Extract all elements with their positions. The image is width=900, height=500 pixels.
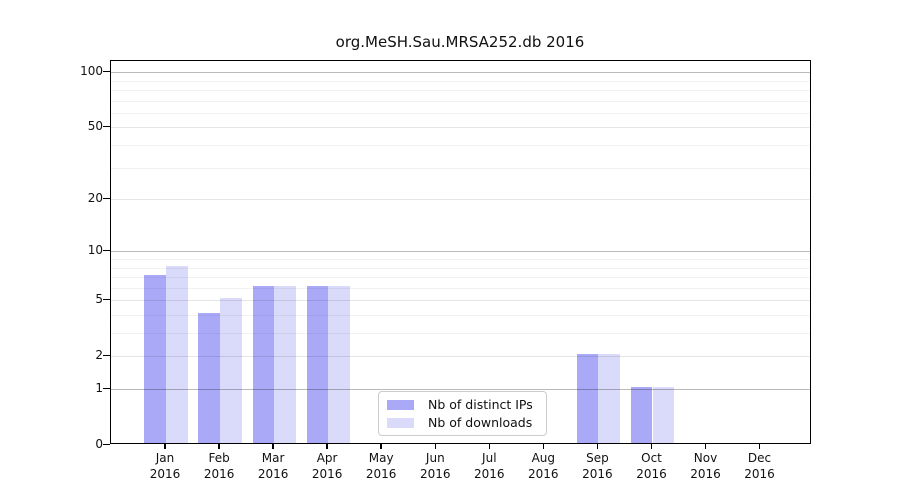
y-tick-label-1: 1 (95, 381, 103, 395)
x-tick-mark-jul (488, 444, 490, 449)
x-tick-label-month-aug: Aug (531, 451, 556, 465)
legend: Nb of distinct IPs Nb of downloads (378, 391, 547, 436)
x-tick-label-month-oct: Oct (641, 451, 662, 465)
x-tick-label-year-jun: 2016 (420, 467, 451, 481)
bar-distinct-ips-jan (144, 275, 166, 443)
y-tick-mark-10 (103, 249, 110, 252)
x-tick-label-year-feb: 2016 (203, 467, 235, 481)
y-tick-label-10: 10 (87, 243, 103, 258)
x-tick-label-year-dec: 2016 (744, 467, 775, 481)
x-tick-mark-jan (164, 444, 166, 449)
x-tick-mark-aug (542, 444, 545, 449)
x-tick-label-month-apr: Apr (316, 451, 338, 465)
legend-item-downloads: Nb of downloads (387, 414, 538, 430)
x-tick-label-year-sep: 2016 (582, 467, 613, 481)
x-tick-label-year-may: 2016 (365, 467, 397, 481)
bar-downloads-sep (598, 354, 620, 443)
chart-title: org.MeSH.Sau.MRSA252.db 2016 (335, 33, 585, 51)
x-tick-label-month-jul: Jul (482, 451, 497, 465)
y-tick-mark-5 (103, 298, 110, 301)
x-tick-label-month-jan: Jan (155, 451, 175, 465)
legend-label-distinct-ips: Nb of distinct IPs (428, 396, 533, 412)
x-tick-mark-sep (596, 444, 599, 449)
y-tick-mark-20 (103, 197, 110, 200)
bar-downloads-apr (328, 285, 350, 443)
plot-area: Nb of distinct IPs Nb of downloads (110, 60, 811, 444)
bar-distinct-ips-mar (252, 285, 275, 443)
legend-swatch-downloads (387, 417, 414, 428)
y-tick-mark-0 (103, 443, 110, 445)
x-tick-label-year-aug: 2016 (528, 467, 559, 481)
bar-distinct-ips-apr (306, 285, 329, 443)
bars-layer (111, 61, 810, 443)
x-tick-label-month-dec: Dec (747, 451, 772, 465)
y-tick-label-100: 100 (80, 64, 103, 79)
bar-downloads-oct (652, 387, 675, 443)
x-tick-mark-feb (218, 444, 220, 449)
x-tick-mark-oct (650, 444, 653, 449)
legend-swatch-distinct-ips (387, 399, 414, 410)
x-tick-mark-dec (758, 444, 761, 449)
x-tick-label-year-apr: 2016 (311, 467, 343, 481)
x-tick-label-year-mar: 2016 (257, 467, 289, 481)
x-tick-label-month-nov: Nov (693, 451, 718, 465)
x-tick-label-month-mar: Mar (261, 451, 285, 465)
x-tick-label-year-jan: 2016 (149, 467, 181, 481)
legend-label-downloads: Nb of downloads (428, 414, 533, 430)
x-tick-label-month-sep: Sep (586, 451, 609, 465)
y-tick-label-2: 2 (95, 348, 103, 363)
bar-distinct-ips-oct (630, 387, 653, 443)
x-tick-label-year-jul: 2016 (474, 467, 505, 481)
x-tick-label-month-may: May (368, 451, 394, 465)
x-tick-label-year-nov: 2016 (690, 467, 721, 481)
x-tick-mark-mar (272, 444, 274, 449)
x-tick-mark-may (380, 444, 382, 449)
y-tick-mark-100 (103, 70, 110, 73)
y-tick-mark-2 (103, 354, 110, 357)
bar-distinct-ips-feb (198, 313, 220, 443)
y-tick-label-5: 5 (95, 292, 103, 307)
bar-downloads-feb (220, 298, 242, 443)
y-tick-mark-50 (103, 125, 110, 128)
legend-item-distinct-ips: Nb of distinct IPs (387, 396, 538, 412)
y-tick-mark-1 (103, 387, 110, 389)
bar-distinct-ips-sep (576, 354, 599, 443)
y-tick-label-50: 50 (87, 119, 103, 134)
x-tick-mark-jun (434, 444, 436, 449)
x-tick-mark-apr (326, 444, 328, 449)
x-tick-label-year-oct: 2016 (636, 467, 667, 481)
x-tick-mark-nov (704, 444, 707, 449)
bar-downloads-jan (166, 265, 188, 443)
y-tick-label-20: 20 (87, 191, 103, 206)
bar-downloads-mar (274, 285, 296, 443)
y-tick-label-0: 0 (95, 437, 103, 451)
x-tick-label-month-feb: Feb (208, 451, 230, 465)
x-tick-label-month-jun: Jun (425, 451, 445, 465)
